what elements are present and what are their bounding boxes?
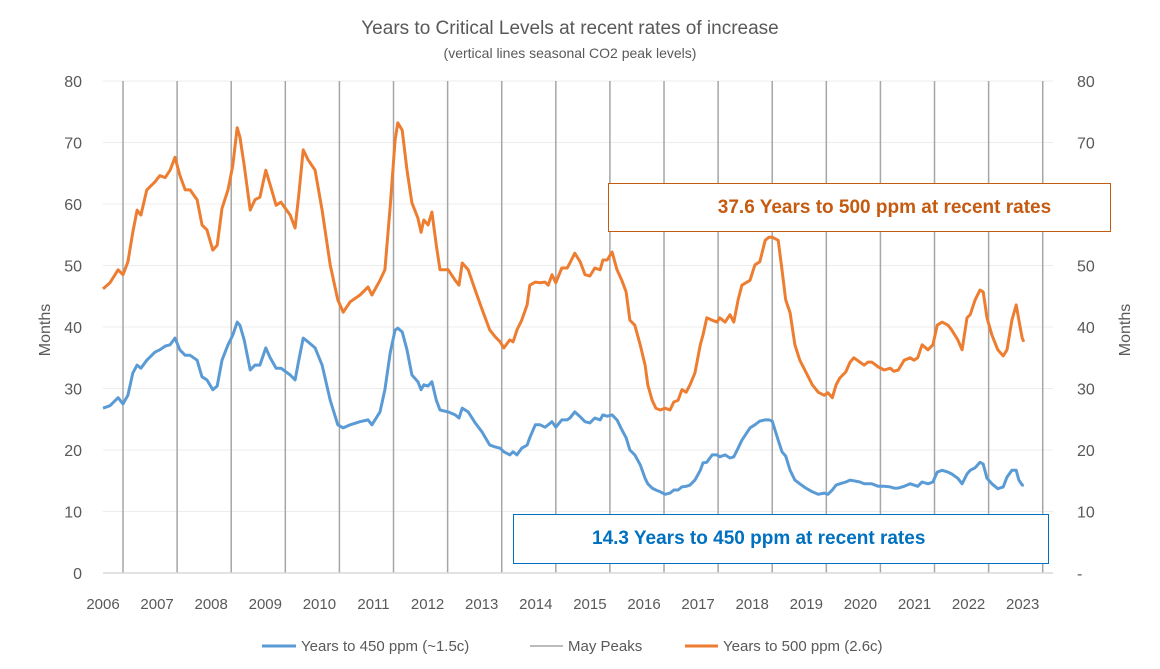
- series-line-500ppm: [102, 121, 1026, 412]
- y-tick-label-left: 40: [64, 320, 82, 337]
- legend-label-may-peaks: May Peaks: [568, 638, 642, 655]
- y-tick-label-right: -: [1077, 566, 1082, 583]
- x-tick-label: 2017: [681, 596, 714, 613]
- annotation-450ppm: 14.3 Years to 450 ppm at recent rates: [513, 514, 1049, 564]
- x-tick-label: 2023: [1006, 596, 1039, 613]
- x-tick-label: 2019: [790, 596, 823, 613]
- x-tick-label: 2020: [844, 596, 877, 613]
- y-tick-label-left: 70: [64, 136, 82, 153]
- legend: Years to 450 ppm (~1.5c) May Peaks Years…: [262, 638, 883, 655]
- y-tick-label-right: 30: [1077, 382, 1095, 399]
- y-tick-label-left: 10: [64, 505, 82, 522]
- x-tick-label: 2018: [736, 596, 769, 613]
- y-tick-label-right: 70: [1077, 136, 1095, 153]
- y-tick-label-left: 20: [64, 443, 82, 460]
- x-tick-label: 2015: [573, 596, 606, 613]
- x-tick-label: 2021: [898, 596, 931, 613]
- y-tick-label-left: 50: [64, 259, 82, 276]
- y-axis-title-right: Months: [1117, 304, 1134, 356]
- annotation-500ppm: 37.6 Years to 500 ppm at recent rates: [608, 183, 1111, 232]
- x-tick-label: 2011: [357, 596, 389, 613]
- chart-subtitle: (vertical lines seasonal CO2 peak levels…: [444, 45, 697, 61]
- x-tick-label: 2013: [465, 596, 498, 613]
- y-tick-label-left: 0: [73, 566, 82, 583]
- y-tick-label-left: 60: [64, 197, 82, 214]
- legend-label-500: Years to 500 ppm (2.6c): [723, 638, 883, 655]
- y-tick-label-right: 40: [1077, 320, 1095, 337]
- x-tick-label: 2006: [86, 596, 119, 613]
- x-tick-label: 2012: [411, 596, 444, 613]
- x-tick-label: 2009: [249, 596, 282, 613]
- series-line-450ppm: [102, 320, 1024, 496]
- x-tick-label: 2008: [195, 596, 228, 613]
- annotation-500ppm-text: 37.6 Years to 500 ppm at recent rates: [717, 196, 1052, 218]
- x-tick-label: 2010: [303, 596, 336, 613]
- x-tick-label: 2014: [519, 596, 552, 613]
- x-tick-label: 2007: [140, 596, 173, 613]
- y-tick-label-right: 80: [1077, 74, 1095, 91]
- annotation-450ppm-text: 14.3 Years to 450 ppm at recent rates: [592, 528, 926, 549]
- y-tick-label-right: 50: [1077, 259, 1095, 276]
- y-tick-label-left: 80: [64, 74, 82, 91]
- y-tick-label-left: 30: [64, 382, 82, 399]
- y-axis-title-left: Months: [37, 304, 54, 356]
- x-tick-label: 2016: [627, 596, 660, 613]
- y-tick-label-right: 20: [1077, 443, 1095, 460]
- y-tick-label-right: 10: [1077, 505, 1095, 522]
- legend-label-450: Years to 450 ppm (~1.5c): [301, 638, 469, 655]
- chart-title: Years to Critical Levels at recent rates…: [361, 18, 779, 39]
- x-tick-label: 2022: [952, 596, 985, 613]
